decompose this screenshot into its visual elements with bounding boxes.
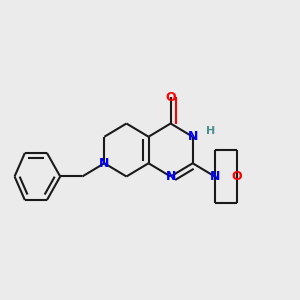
- Text: O: O: [165, 91, 176, 103]
- Text: H: H: [206, 127, 215, 136]
- Text: N: N: [210, 170, 220, 183]
- Text: N: N: [165, 170, 176, 183]
- Text: N: N: [188, 130, 198, 143]
- Text: N: N: [99, 157, 110, 170]
- Text: O: O: [232, 170, 242, 183]
